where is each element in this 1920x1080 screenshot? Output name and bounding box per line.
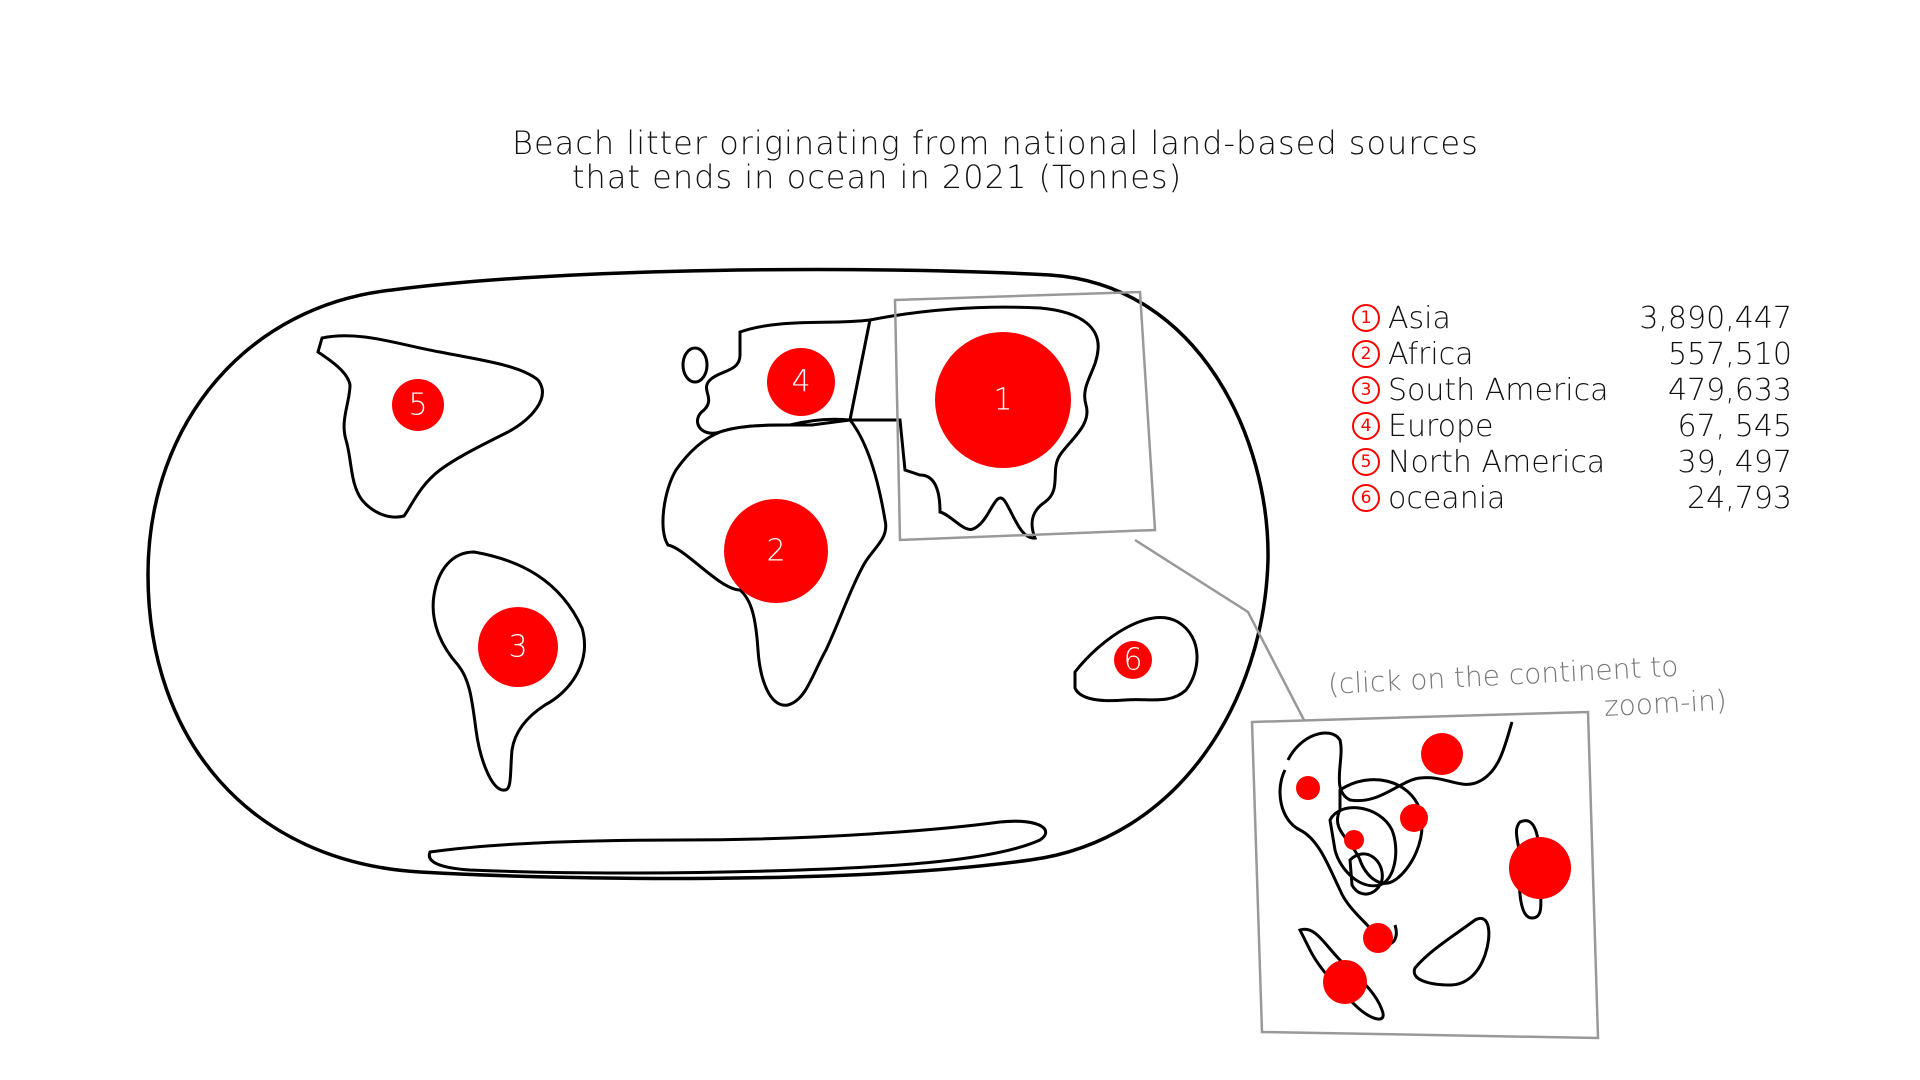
circled-number-icon: 6 [1352, 484, 1380, 512]
legend-row-asia[interactable]: 1 Asia 3,890,447 [1352, 300, 1792, 336]
zoom-marker [1363, 923, 1393, 953]
map-title-line-2: that ends in ocean in 2021 (Tonnes) [572, 158, 1183, 196]
circled-number-icon: 1 [1352, 304, 1380, 332]
circled-number-icon: 4 [1352, 412, 1380, 440]
circled-number-icon: 2 [1352, 340, 1380, 368]
legend-row-africa[interactable]: 2 Africa 557,510 [1352, 336, 1792, 372]
legend-label: oceania [1388, 480, 1506, 516]
zoom-marker [1400, 804, 1428, 832]
continent-europe-island[interactable] [681, 346, 709, 384]
circled-number-icon: 5 [1352, 448, 1380, 476]
legend-value: 3,890,447 [1639, 300, 1792, 336]
zoom-marker [1509, 837, 1571, 899]
region-bubble-africa[interactable] [724, 499, 828, 603]
legend-row-oceania[interactable]: 6 oceania 24,793 [1352, 480, 1792, 516]
legend-value: 39, 497 [1677, 444, 1792, 480]
region-bubble-asia[interactable] [935, 332, 1071, 468]
legend-row-south-america[interactable]: 3 South America 479,633 [1352, 372, 1792, 408]
legend-value: 67, 545 [1677, 408, 1792, 444]
world-map-border [146, 267, 1270, 881]
legend-value: 557,510 [1667, 336, 1792, 372]
region-bubble-europe[interactable] [767, 348, 835, 416]
legend-label: North America [1388, 444, 1606, 480]
zoom-hint-line-2: zoom-in) [1603, 683, 1728, 723]
region-bubble-label: 4 [791, 365, 810, 400]
legend-value: 479,633 [1667, 372, 1792, 408]
region-bubbles: 1 2 3 4 5 6 [392, 332, 1152, 687]
region-bubble-label: 2 [766, 534, 785, 569]
legend-label: Europe [1388, 408, 1494, 444]
zoom-connector-line [1134, 538, 1307, 723]
legend-label: Asia [1388, 300, 1451, 336]
continent-antarctica [427, 819, 1048, 875]
legend-value: 24,793 [1687, 480, 1792, 516]
region-bubble-north-america[interactable] [392, 379, 444, 431]
zoom-frame-source [893, 290, 1157, 542]
zoom-inset-markers [1296, 733, 1571, 1004]
region-bubble-oceania[interactable] [1114, 641, 1152, 679]
legend: 1 Asia 3,890,447 2 Africa 557,510 3 Sout… [1352, 300, 1792, 516]
circled-number-icon: 3 [1352, 376, 1380, 404]
legend-label: Africa [1388, 336, 1474, 372]
region-bubble-south-america[interactable] [478, 607, 558, 687]
region-bubble-label: 1 [993, 383, 1012, 418]
zoom-marker [1421, 733, 1463, 775]
legend-label: South America [1388, 372, 1609, 408]
legend-row-north-america[interactable]: 5 North America 39, 497 [1352, 444, 1792, 480]
region-bubble-label: 6 [1123, 643, 1142, 678]
region-bubble-label: 3 [508, 630, 527, 665]
zoom-marker [1296, 776, 1320, 800]
map-title-line-1: Beach litter originating from national l… [512, 124, 1479, 162]
zoom-marker [1323, 960, 1367, 1004]
region-bubble-label: 5 [408, 388, 427, 423]
legend-row-europe[interactable]: 4 Europe 67, 545 [1352, 408, 1792, 444]
zoom-marker [1344, 830, 1364, 850]
